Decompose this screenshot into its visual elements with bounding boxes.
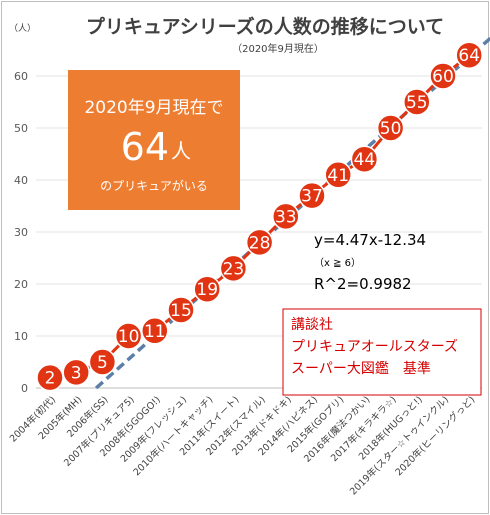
source-line-3: スーパー大図鑑 基準 xyxy=(291,360,431,377)
data-point-0 xyxy=(36,363,64,392)
data-point-2 xyxy=(88,348,117,376)
source-box: 講談社 プリキュアオールスターズ スーパー大図鑑 基準 xyxy=(282,308,482,396)
data-point-7 xyxy=(219,254,248,283)
data-label-7: 23 xyxy=(223,259,245,279)
data-label-6: 19 xyxy=(196,280,218,300)
data-point-12 xyxy=(350,145,379,173)
data-label-15: 60 xyxy=(432,67,454,87)
data-point-11 xyxy=(324,161,352,189)
y-tick-label-30: 30 xyxy=(14,226,28,239)
callout-line3: のプリキュアがいる xyxy=(100,178,208,193)
y-tick-label-0: 0 xyxy=(21,382,28,395)
data-point-14 xyxy=(403,88,431,116)
data-label-1: 3 xyxy=(71,363,82,383)
source-line-2: プリキュアオールスターズ xyxy=(291,339,458,355)
data-label-13: 50 xyxy=(380,119,402,139)
trend-equation-text: y=4.47x-12.34 xyxy=(314,231,426,249)
trend-equation: y=4.47x-12.34 （x ≧ 6） R^2=0.9982 xyxy=(314,231,426,293)
y-tick-label-60: 60 xyxy=(14,70,28,83)
trend-condition-text: （x ≧ 6） xyxy=(314,257,361,269)
callout-number: 64 xyxy=(121,125,169,169)
data-label-2: 5 xyxy=(97,353,108,373)
data-label-3: 10 xyxy=(118,327,140,347)
source-line-1: 講談社 xyxy=(291,317,333,333)
data-point-1 xyxy=(62,358,90,387)
data-label-10: 37 xyxy=(301,187,323,207)
data-label-16: 64 xyxy=(458,46,480,66)
chart-subtitle: （2020年9月現在） xyxy=(232,42,324,55)
data-point-6 xyxy=(193,275,221,303)
y-tick-label-10: 10 xyxy=(14,330,28,343)
data-label-9: 33 xyxy=(275,207,297,227)
data-point-10 xyxy=(298,181,326,210)
data-point-16 xyxy=(455,41,483,69)
data-label-0: 2 xyxy=(45,369,56,389)
data-label-5: 15 xyxy=(170,301,192,321)
trend-r2-text: R^2=0.9982 xyxy=(314,275,412,293)
data-point-4 xyxy=(141,317,169,345)
data-label-4: 11 xyxy=(144,322,166,342)
x-axis-ticks: 2004年(初代)2005年(MH)2006年(SS)2007年(プリキュア5)… xyxy=(7,394,477,498)
callout-line1: 2020年9月現在で xyxy=(84,98,223,118)
data-point-5 xyxy=(167,296,195,324)
chart-title: プリキュアシリーズの人数の推移について xyxy=(86,15,444,38)
y-tick-label-50: 50 xyxy=(14,122,28,135)
data-label-12: 44 xyxy=(354,150,376,170)
data-point-13 xyxy=(376,114,405,142)
y-tick-label-40: 40 xyxy=(14,174,28,187)
callout-box: 2020年9月現在で 64 人 のプリキュアがいる xyxy=(68,70,240,210)
data-point-3 xyxy=(114,322,143,350)
callout-background xyxy=(68,70,240,210)
source-box-border xyxy=(282,308,482,396)
data-point-15 xyxy=(429,62,457,90)
y-tick-label-20: 20 xyxy=(14,278,28,291)
data-point-8 xyxy=(245,228,274,257)
data-point-9 xyxy=(272,202,300,231)
data-label-14: 55 xyxy=(406,93,428,113)
y-axis-ticks: 0 10 20 30 40 50 60 xyxy=(14,70,28,395)
data-label-11: 41 xyxy=(327,166,349,186)
callout-unit: 人 xyxy=(171,139,191,163)
data-label-8: 28 xyxy=(249,233,271,253)
y-unit-label: （人） xyxy=(9,23,36,34)
